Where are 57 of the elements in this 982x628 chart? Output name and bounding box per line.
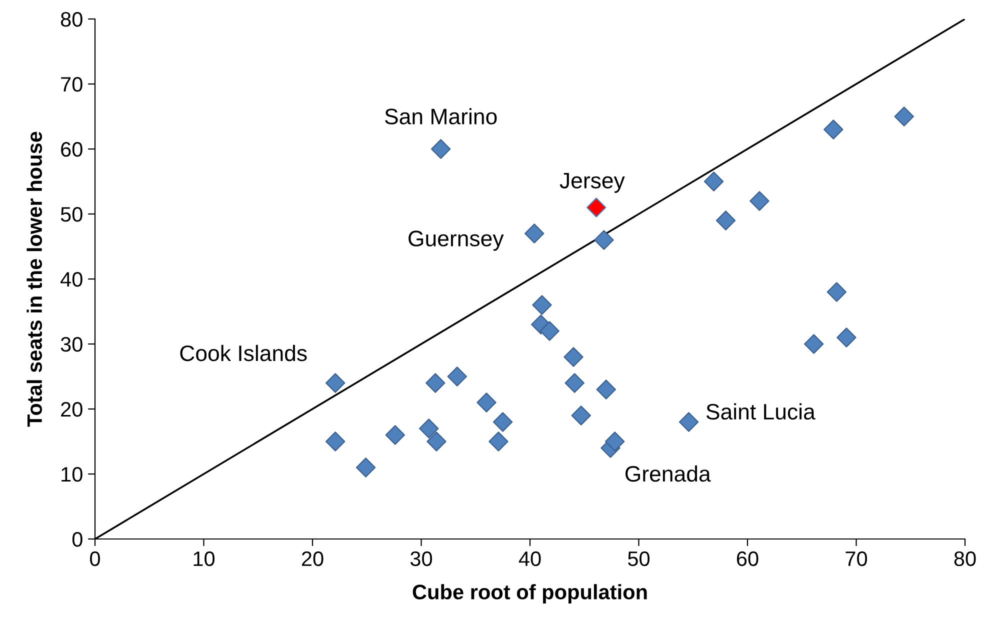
- y-tick-label: 50: [60, 207, 82, 222]
- point: [418, 418, 439, 438]
- x-tick-label: 70: [846, 551, 868, 566]
- point: [426, 373, 446, 393]
- x-tick-label: 20: [302, 551, 324, 566]
- y-tick-label: 60: [61, 142, 82, 157]
- x-tick-label: 40: [518, 551, 541, 566]
- point: [836, 328, 856, 348]
- point: [540, 321, 560, 341]
- point: [824, 120, 844, 140]
- point: [447, 366, 468, 386]
- y-tick-label: 70: [61, 77, 82, 92]
- annotation: Saint Lucia: [706, 403, 816, 420]
- y-tick-label: 80: [60, 12, 82, 27]
- y-tick-label: 40: [60, 272, 82, 287]
- point: [325, 373, 346, 393]
- point: [430, 139, 451, 159]
- point: [804, 334, 824, 354]
- annotation: San Marino: [385, 108, 497, 124]
- annotation: Guernsey: [408, 230, 504, 251]
- point: [826, 282, 847, 302]
- point: [476, 392, 496, 412]
- x-tick-label: 80: [954, 551, 976, 566]
- point: [750, 191, 770, 211]
- point: [492, 412, 513, 432]
- point: [426, 432, 446, 452]
- point: [488, 432, 508, 452]
- y-axis-title: Total seats in the lower house: [26, 132, 42, 427]
- point: [325, 432, 346, 452]
- x-tick-label: 60: [736, 551, 758, 566]
- point: [356, 458, 376, 478]
- x-tick-label: 0: [90, 551, 100, 566]
- point: [594, 230, 614, 250]
- x-axis-title: Cube root of population: [412, 584, 647, 604]
- point: [596, 380, 616, 400]
- point: [678, 412, 699, 432]
- point: [564, 373, 584, 393]
- point: [704, 172, 724, 192]
- point: [532, 295, 552, 315]
- x-tick-label: 50: [628, 551, 650, 566]
- point: [524, 224, 544, 244]
- annotation: Cook Islands: [180, 344, 307, 362]
- x-tick-label: 10: [194, 551, 215, 566]
- y-tick-label: 20: [61, 402, 82, 417]
- annotation: Grenada: [625, 465, 711, 482]
- point: [564, 347, 584, 367]
- point: [571, 406, 591, 426]
- point: [385, 425, 406, 445]
- y-tick-label: 0: [72, 532, 82, 547]
- point: [894, 106, 914, 126]
- point: [604, 432, 625, 452]
- y-tick-label: 10: [62, 467, 82, 482]
- point: [716, 210, 736, 230]
- annotation: Jersey: [560, 172, 625, 193]
- y-tick-label: 30: [60, 337, 82, 352]
- x-tick-label: 30: [410, 551, 432, 566]
- point: [586, 198, 606, 218]
